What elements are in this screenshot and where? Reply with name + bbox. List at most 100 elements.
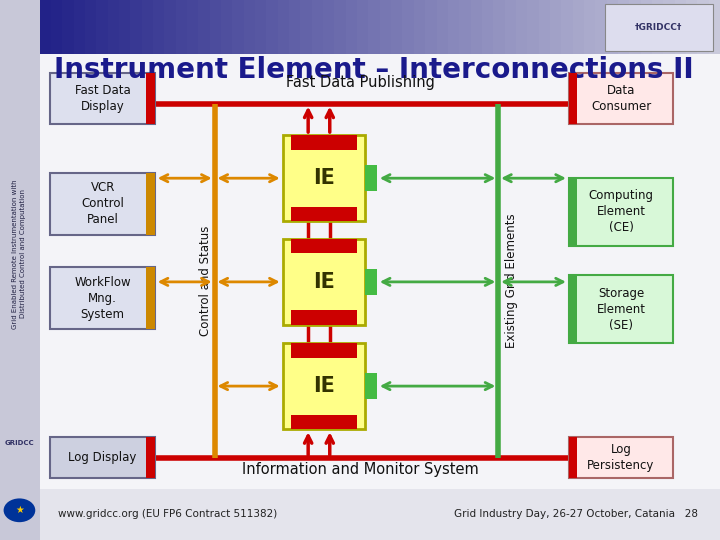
Bar [471, 0, 482, 54]
Bar [291, 310, 357, 325]
Bar [130, 0, 143, 54]
Bar [199, 0, 210, 54]
Bar [50, 73, 155, 124]
Text: VCR
Control
Panel: VCR Control Panel [81, 181, 124, 226]
Bar [493, 0, 505, 54]
Bar [221, 0, 233, 54]
Bar [283, 239, 366, 325]
Bar [505, 0, 517, 54]
Bar [323, 0, 335, 54]
Text: Log
Persistency: Log Persistency [588, 443, 654, 472]
Bar [366, 165, 377, 191]
Bar [291, 415, 357, 429]
Text: www.gridcc.org (EU FP6 Contract 511382): www.gridcc.org (EU FP6 Contract 511382) [58, 509, 277, 519]
Text: IE: IE [313, 376, 335, 396]
Bar [187, 0, 199, 54]
Bar [51, 0, 63, 54]
Bar [233, 0, 245, 54]
Bar [357, 0, 369, 54]
Bar [146, 73, 155, 124]
Bar [366, 373, 377, 399]
Bar [569, 275, 577, 343]
Bar [366, 269, 377, 295]
Bar [108, 0, 120, 54]
Text: GRIDCC: GRIDCC [4, 440, 35, 446]
Bar [459, 0, 472, 54]
Text: Grid Industry Day, 26-27 October, Catania   28: Grid Industry Day, 26-27 October, Catani… [454, 509, 698, 519]
Bar [686, 0, 698, 54]
Bar [675, 0, 687, 54]
Bar [312, 0, 324, 54]
Bar [569, 73, 673, 124]
Bar [569, 275, 673, 343]
Bar [243, 0, 256, 54]
Text: Instrument Element – Interconnections II: Instrument Element – Interconnections II [54, 56, 693, 84]
Bar [291, 135, 357, 150]
Bar [629, 0, 642, 54]
Bar [527, 0, 539, 54]
Bar [606, 0, 618, 54]
Bar [0, 0, 40, 540]
Bar [283, 135, 366, 221]
Bar [289, 0, 301, 54]
Bar [516, 0, 528, 54]
Text: ★: ★ [15, 505, 24, 515]
Bar [146, 173, 155, 235]
Bar [50, 267, 155, 329]
Bar [300, 0, 312, 54]
Bar [425, 0, 437, 54]
Bar [40, 0, 52, 54]
Bar [176, 0, 188, 54]
Bar [569, 437, 673, 478]
Bar [572, 0, 585, 54]
Bar [391, 0, 403, 54]
Bar [119, 0, 131, 54]
Text: Data
Consumer: Data Consumer [591, 84, 651, 113]
Bar [369, 0, 381, 54]
Bar [569, 437, 577, 478]
Bar [50, 173, 155, 235]
Text: Storage
Element
(SE): Storage Element (SE) [596, 287, 646, 332]
Bar [210, 0, 222, 54]
Bar [605, 4, 713, 51]
Bar [618, 0, 630, 54]
Bar [334, 0, 346, 54]
Bar [153, 0, 165, 54]
Bar [50, 437, 155, 478]
Bar [562, 0, 573, 54]
Text: Computing
Element
(CE): Computing Element (CE) [588, 190, 654, 234]
Bar [595, 0, 608, 54]
Bar [402, 0, 415, 54]
Bar [584, 0, 596, 54]
Text: Information and Monitor System: Information and Monitor System [242, 462, 478, 477]
Bar [96, 0, 108, 54]
Text: †GRIDCC†: †GRIDCC† [635, 23, 683, 31]
Text: IE: IE [313, 168, 335, 188]
Bar [73, 0, 86, 54]
Circle shape [4, 498, 35, 522]
Bar [146, 267, 155, 329]
Bar [85, 0, 97, 54]
Bar [641, 0, 653, 54]
Bar [569, 178, 673, 246]
Text: WorkFlow
Mng.
System: WorkFlow Mng. System [74, 276, 131, 321]
Bar [482, 0, 494, 54]
Bar [414, 0, 426, 54]
Text: Fast Data Publishing: Fast Data Publishing [286, 75, 434, 90]
Bar [283, 343, 366, 429]
Text: Log Display: Log Display [68, 451, 137, 464]
Bar [539, 0, 551, 54]
Bar [698, 0, 709, 54]
Bar [708, 0, 720, 54]
Bar [266, 0, 279, 54]
Bar [380, 0, 392, 54]
Bar [62, 0, 74, 54]
Bar [255, 0, 267, 54]
Bar [164, 0, 176, 54]
Bar [569, 73, 577, 124]
Bar [346, 0, 358, 54]
Bar [652, 0, 664, 54]
Bar [436, 0, 449, 54]
Bar [291, 343, 357, 357]
Bar [448, 0, 460, 54]
